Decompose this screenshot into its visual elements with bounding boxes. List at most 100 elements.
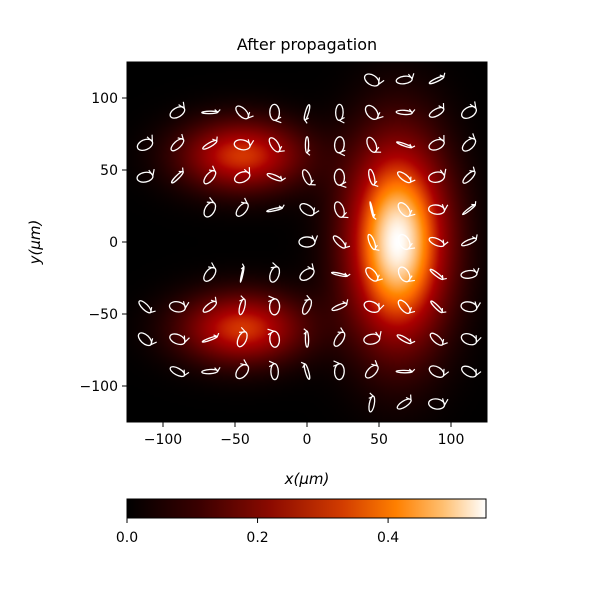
- polarization-ellipse: [427, 203, 449, 215]
- polarization-ellipse: [333, 168, 347, 188]
- polarization-ellipse: [331, 299, 349, 312]
- polarization-ellipse: [396, 171, 416, 184]
- polarization-ellipse: [267, 328, 281, 348]
- polarization-ellipse: [333, 360, 345, 381]
- colorbar-gradient: [126, 498, 487, 519]
- y-tick-label: 100: [91, 91, 118, 107]
- polarization-ellipse: [268, 137, 285, 153]
- polarization-ellipse: [203, 165, 217, 185]
- polarization-ellipse: [233, 139, 255, 151]
- polarization-ellipse: [368, 168, 379, 188]
- polarization-ellipse: [201, 109, 221, 115]
- polarization-ellipse: [428, 365, 450, 378]
- polarization-ellipse: [269, 103, 282, 124]
- polarization-ellipse: [301, 169, 316, 186]
- polarization-ellipse: [333, 327, 346, 347]
- polarization-ellipse: [366, 136, 382, 153]
- polarization-ellipse: [268, 360, 279, 381]
- polarization-ellipse: [396, 394, 412, 410]
- polarization-ellipse: [136, 168, 155, 183]
- polarization-ellipse: [461, 201, 477, 216]
- polarization-ellipse: [169, 333, 190, 346]
- polarization-ellipse: [170, 167, 184, 184]
- polarization-ellipse: [395, 108, 416, 116]
- x-tick-label: 100: [438, 432, 465, 448]
- polarization-ellipse: [397, 299, 416, 315]
- polarization-ellipse: [363, 73, 385, 87]
- polarization-ellipse: [169, 366, 190, 378]
- polarization-ellipse: [395, 368, 416, 374]
- polarization-ellipse: [429, 332, 448, 346]
- polarization-ellipse: [369, 201, 377, 220]
- polarization-ellipse: [462, 166, 476, 184]
- polarization-ellipse: [397, 202, 416, 218]
- y-tick-label: −50: [88, 307, 118, 323]
- polarization-ellipse: [460, 301, 481, 313]
- polarization-ellipse: [239, 263, 245, 283]
- x-tick-label: −100: [144, 432, 182, 448]
- polarization-ellipse: [430, 300, 447, 314]
- polarization-ellipse: [397, 233, 416, 251]
- polarization-ellipse: [299, 203, 320, 217]
- polarization-ellipse: [335, 103, 345, 124]
- y-axis-label: y(μm): [26, 220, 44, 266]
- polarization-ellipse: [266, 172, 287, 182]
- polarization-ellipse: [332, 235, 351, 249]
- polarization-ellipse: [428, 398, 449, 410]
- x-axis: −100 −50 0 50 100: [144, 422, 465, 448]
- polarization-ellipse: [233, 167, 251, 184]
- colorbar-tick-label: 0.4: [377, 530, 399, 546]
- polarization-ellipse: [138, 300, 156, 314]
- polarization-ellipse: [201, 332, 220, 343]
- polarization-ellipse: [298, 235, 319, 248]
- polarization-ellipse: [363, 300, 385, 313]
- polarization-ellipse: [202, 136, 218, 150]
- intensity-heatmap: [127, 62, 487, 422]
- polarization-ellipse: [235, 359, 250, 380]
- polarization-ellipses: [136, 72, 482, 413]
- polarization-ellipse: [300, 361, 311, 380]
- polarization-ellipse: [169, 101, 186, 119]
- colorbar-tick-label: 0.0: [116, 530, 138, 546]
- polarization-ellipse: [428, 72, 446, 85]
- polarization-ellipse: [238, 295, 246, 316]
- colorbar-ticks: 0.0 0.2 0.4: [116, 518, 399, 546]
- polarization-ellipse: [364, 360, 379, 379]
- polarization-ellipse: [461, 101, 477, 119]
- polarization-ellipse: [396, 334, 416, 345]
- polarization-ellipse: [235, 197, 249, 217]
- polarization-ellipse: [201, 367, 221, 375]
- y-axis: −100 −50 0 50 100: [80, 91, 127, 395]
- polarization-ellipse: [363, 330, 382, 345]
- polarization-ellipse: [137, 332, 157, 347]
- polarization-ellipse: [460, 267, 480, 279]
- polarization-ellipse: [203, 262, 217, 282]
- polarization-ellipse: [460, 332, 482, 346]
- polarization-ellipse: [303, 328, 310, 348]
- plot-area: [127, 62, 487, 422]
- y-tick-label: 0: [109, 235, 118, 251]
- polarization-ellipse: [428, 103, 445, 118]
- polarization-ellipse: [461, 133, 477, 152]
- x-tick-label: 50: [370, 432, 388, 448]
- polarization-ellipse: [168, 300, 190, 313]
- polarization-ellipse: [396, 141, 416, 149]
- polarization-ellipse: [301, 294, 313, 315]
- polarization-ellipse: [268, 295, 281, 316]
- polarization-ellipse: [428, 135, 445, 151]
- polarization-ellipse: [367, 233, 380, 251]
- colorbar-tick-label: 0.2: [246, 530, 268, 546]
- polarization-ellipse: [170, 133, 185, 152]
- polarization-ellipse: [429, 268, 447, 281]
- polarization-ellipse: [266, 204, 285, 213]
- polarization-ellipse: [333, 201, 349, 219]
- colorbar: 0.0 0.2 0.4: [116, 498, 487, 546]
- y-tick-label: 50: [100, 163, 118, 179]
- polarization-ellipse: [236, 326, 248, 348]
- polarization-ellipse: [330, 271, 351, 278]
- polarization-ellipse: [428, 168, 447, 184]
- polarization-ellipse: [365, 267, 383, 282]
- polarization-ellipse: [202, 296, 218, 313]
- polarization-ellipse: [397, 266, 415, 283]
- polarization-ellipse: [299, 263, 315, 281]
